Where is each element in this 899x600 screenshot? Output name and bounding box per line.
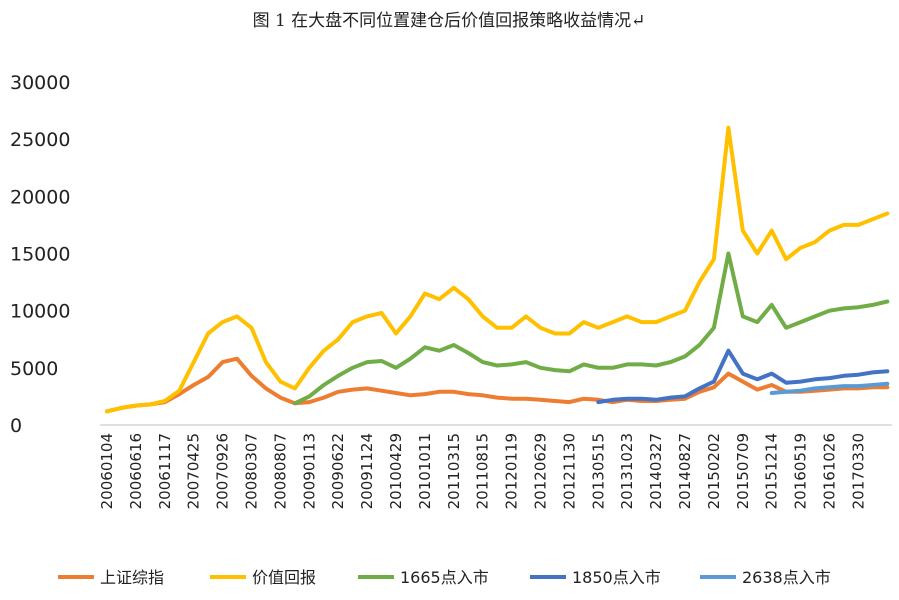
legend-label: 1665点入市	[400, 568, 489, 587]
x-tick-label: 20101011	[416, 433, 434, 509]
series-line	[596, 348, 890, 405]
x-tick-label: 20170330	[849, 433, 867, 509]
x-tick-label: 20150202	[705, 433, 723, 509]
x-tick-label: 20160519	[792, 433, 810, 509]
x-tick-label: 20070425	[185, 433, 203, 509]
x-tick-label: 20130515	[589, 433, 607, 509]
y-tick-label: 0	[10, 415, 22, 437]
x-tick-label: 20150709	[734, 433, 752, 509]
y-tick-label: 5000	[10, 358, 58, 380]
legend-label: 2638点入市	[742, 568, 831, 587]
y-tick-label: 10000	[10, 301, 70, 323]
series-line	[105, 125, 890, 414]
x-tick-label: 20161026	[821, 433, 839, 509]
series-line	[769, 381, 890, 395]
chart-title: 图 1 在大盘不同位置建仓后价值回报策略收益情况↵	[253, 11, 646, 31]
x-tick-label: 20121130	[560, 433, 578, 509]
y-tick-label: 30000	[10, 72, 70, 94]
x-tick-label: 20090113	[300, 433, 318, 509]
x-tick-label: 20120629	[532, 433, 550, 509]
x-tick-label: 20091124	[358, 433, 376, 509]
x-tick-label: 20151214	[763, 433, 781, 509]
y-tick-label: 20000	[10, 186, 70, 208]
x-tick-label: 20100429	[387, 433, 405, 509]
x-tick-label: 20080307	[243, 433, 261, 509]
x-tick-label: 20080807	[271, 433, 289, 509]
x-tick-label: 20061117	[156, 433, 174, 509]
x-tick-label: 20120119	[503, 433, 521, 509]
legend-label: 价值回报	[252, 568, 316, 587]
x-tick-label: 20060104	[98, 433, 116, 509]
series-line	[292, 251, 890, 406]
x-tick-label: 20070926	[214, 433, 232, 509]
x-tick-label: 20090622	[329, 433, 347, 509]
series-line	[105, 356, 890, 414]
x-tick-label: 20060616	[127, 433, 145, 509]
y-tick-label: 15000	[10, 244, 70, 266]
x-tick-label: 20131023	[618, 433, 636, 509]
y-tick-label: 25000	[10, 129, 70, 151]
legend-label: 1850点入市	[572, 568, 661, 587]
x-tick-label: 20140827	[676, 433, 694, 509]
x-tick-label: 20110315	[445, 433, 463, 509]
x-tick-label: 20110815	[474, 433, 492, 509]
x-tick-label: 20140327	[647, 433, 665, 509]
legend-label: 上证综指	[100, 568, 164, 587]
